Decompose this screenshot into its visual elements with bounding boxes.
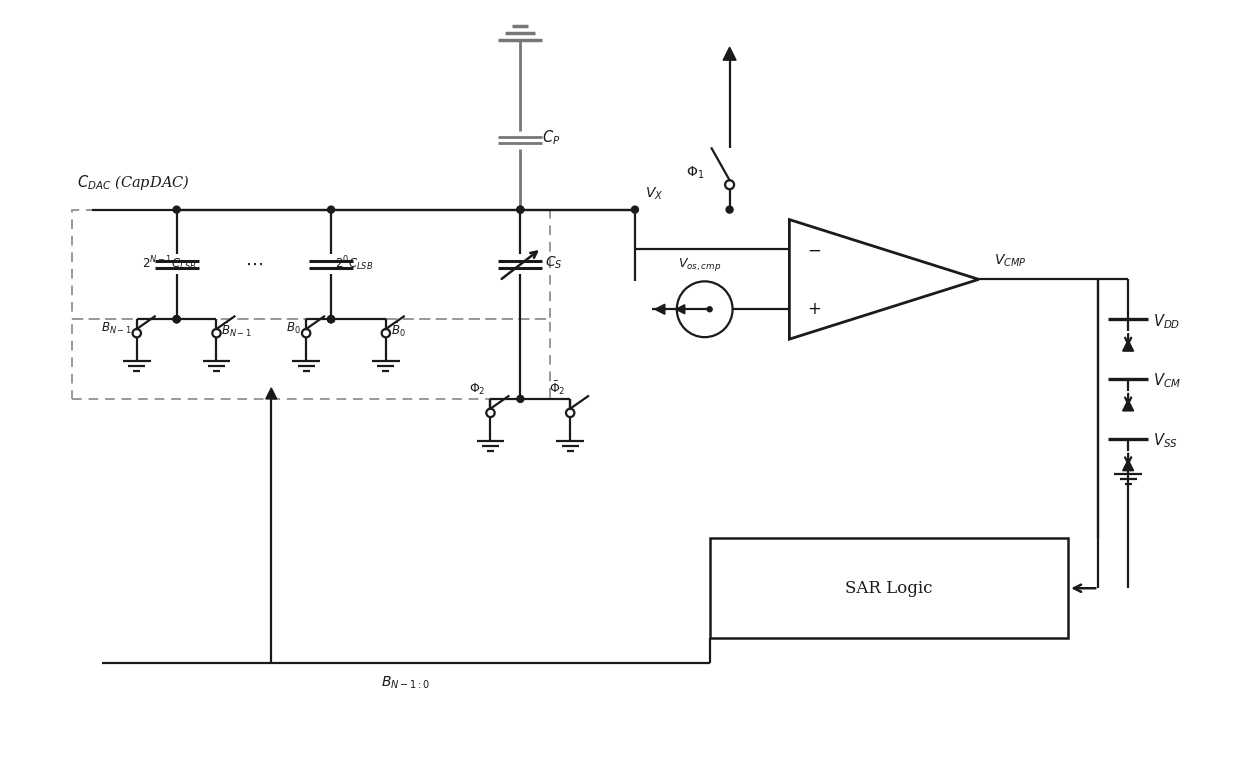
Polygon shape	[265, 388, 277, 399]
Text: $\cdots$: $\cdots$	[244, 254, 263, 272]
Polygon shape	[1122, 460, 1133, 471]
Text: $\Phi_1$: $\Phi_1$	[687, 165, 704, 181]
Text: $-$: $-$	[807, 241, 821, 259]
Text: $+$: $+$	[807, 301, 821, 318]
Text: $\Phi_2$: $\Phi_2$	[469, 382, 486, 397]
Text: $2^0C_{LSB}$: $2^0C_{LSB}$	[335, 254, 373, 272]
Text: $C_{DAC}$ (CapDAC): $C_{DAC}$ (CapDAC)	[77, 173, 190, 192]
Text: $V_{DD}$: $V_{DD}$	[1153, 312, 1180, 331]
Circle shape	[174, 206, 180, 213]
Text: $2^{N-1}C_{LSB}$: $2^{N-1}C_{LSB}$	[141, 254, 196, 272]
Text: $V_{SS}$: $V_{SS}$	[1153, 431, 1178, 450]
Polygon shape	[723, 47, 737, 60]
Text: $\bar{\Phi}_2$: $\bar{\Phi}_2$	[548, 380, 565, 397]
Text: $V_X$: $V_X$	[645, 185, 663, 202]
Polygon shape	[655, 304, 665, 314]
Circle shape	[631, 206, 639, 213]
Circle shape	[517, 206, 523, 213]
Bar	[709, 538, 1069, 638]
Circle shape	[174, 316, 180, 323]
Text: $C_P$: $C_P$	[542, 128, 560, 147]
Circle shape	[174, 316, 180, 323]
Circle shape	[174, 316, 180, 323]
Text: SAR Logic: SAR Logic	[846, 580, 932, 597]
Text: $\bar{B}_0$: $\bar{B}_0$	[391, 321, 405, 339]
Circle shape	[327, 316, 335, 323]
Text: $V_{CMP}$: $V_{CMP}$	[993, 253, 1027, 269]
Polygon shape	[1122, 340, 1133, 351]
Bar	[72, 320, 551, 399]
Polygon shape	[1122, 400, 1133, 411]
Text: $B_0$: $B_0$	[286, 321, 301, 336]
Circle shape	[517, 395, 523, 402]
Circle shape	[707, 307, 712, 312]
Polygon shape	[676, 305, 684, 313]
Circle shape	[517, 206, 523, 213]
Text: $C_S$: $C_S$	[546, 254, 563, 271]
Text: $B_{N-1}$: $B_{N-1}$	[100, 321, 131, 336]
Circle shape	[327, 206, 335, 213]
Circle shape	[327, 316, 335, 323]
Text: $B_{N-1:0}$: $B_{N-1:0}$	[381, 675, 430, 691]
Circle shape	[327, 316, 335, 323]
Text: $V_{CM}$: $V_{CM}$	[1153, 372, 1180, 390]
Text: $V_{os,cmp}$: $V_{os,cmp}$	[678, 257, 722, 273]
Circle shape	[727, 206, 733, 213]
Text: $\bar{B}_{N-1}$: $\bar{B}_{N-1}$	[222, 321, 253, 339]
Bar	[72, 209, 551, 320]
